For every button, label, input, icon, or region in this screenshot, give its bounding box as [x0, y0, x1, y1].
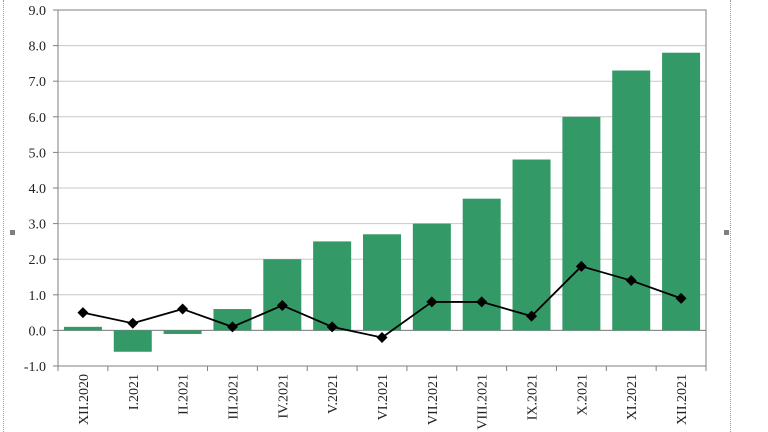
- bar-XII.2021: [662, 52, 701, 331]
- bar-III.2021: [213, 309, 252, 331]
- bar-I.2021: [113, 330, 152, 352]
- x-tick-label: V.2021: [326, 374, 341, 414]
- line-point-II.2021: [177, 303, 189, 315]
- line-point-VII.2021: [426, 296, 438, 308]
- x-tick-label: XII.2021: [675, 374, 690, 425]
- x-tick-label: VIII.2021: [476, 374, 491, 430]
- resize-handle-left[interactable]: [10, 230, 15, 235]
- resize-handle-right[interactable]: [724, 230, 729, 235]
- x-tick-label: XII.2020: [77, 374, 92, 425]
- line-point-III.2021: [226, 321, 238, 333]
- line-point-XII.2020: [77, 307, 89, 319]
- bar-series: [63, 52, 701, 352]
- line-point-I.2021: [127, 317, 139, 329]
- y-tick-label: 3.0: [29, 218, 47, 233]
- bar-X.2021: [562, 116, 601, 331]
- bar-VIII.2021: [462, 198, 501, 331]
- line-point-XII.2021: [675, 292, 687, 304]
- y-tick-label: 1.0: [29, 289, 47, 304]
- y-axis: -1.0 0.0 1.0 2.0 3.0 4.0 5.0 6.0 7.0 8.0 9.0: [24, 4, 58, 375]
- chart-frame-right-edge: [730, 0, 731, 432]
- bar-XII.2020: [63, 326, 102, 331]
- y-tick-label: -1.0: [24, 360, 46, 375]
- x-tick-label: IV.2021: [276, 374, 291, 418]
- y-tick-label: 8.0: [29, 40, 47, 55]
- line-point-IX.2021: [526, 310, 538, 322]
- x-tick-label: X.2021: [575, 374, 590, 416]
- bar-II.2021: [163, 330, 202, 334]
- x-tick-label: III.2021: [226, 374, 241, 420]
- y-tick-label: 9.0: [29, 4, 47, 19]
- bar-XI.2021: [612, 70, 651, 331]
- bar-VI.2021: [363, 234, 401, 331]
- line-series: [77, 260, 687, 344]
- y-tick-label: 5.0: [29, 146, 47, 161]
- y-tick-label: 2.0: [29, 253, 47, 268]
- plot-area-border: [57, 9, 707, 367]
- bar-VII.2021: [412, 223, 451, 331]
- x-tick-label: VII.2021: [426, 374, 441, 425]
- line-point-IV.2021: [276, 299, 288, 311]
- chart-frame-left-edge: [3, 0, 4, 432]
- line-point-X.2021: [575, 260, 587, 272]
- x-tick-label: I.2021: [127, 374, 142, 410]
- x-tick-label: XI.2021: [625, 374, 640, 420]
- line-point-VIII.2021: [476, 296, 488, 308]
- y-tick-label: 4.0: [29, 182, 47, 197]
- line-point-XI.2021: [625, 275, 637, 287]
- x-tick-label: IX.2021: [526, 374, 541, 420]
- bar-IV.2021: [263, 259, 302, 331]
- line-point-VI.2021: [376, 332, 388, 344]
- bar-V.2021: [313, 241, 352, 331]
- y-tick-label: 6.0: [29, 111, 47, 126]
- y-tick-label: 0.0: [29, 324, 47, 339]
- bar-IX.2021: [512, 159, 551, 331]
- line-point-V.2021: [326, 321, 338, 333]
- x-tick-label: II.2021: [177, 374, 192, 415]
- y-tick-label: 7.0: [29, 75, 47, 90]
- x-tick-label: VI.2021: [376, 374, 391, 420]
- x-axis: XII.2020 I.2021 II.2021 III.2021 IV.2021 V.20…: [57, 366, 707, 430]
